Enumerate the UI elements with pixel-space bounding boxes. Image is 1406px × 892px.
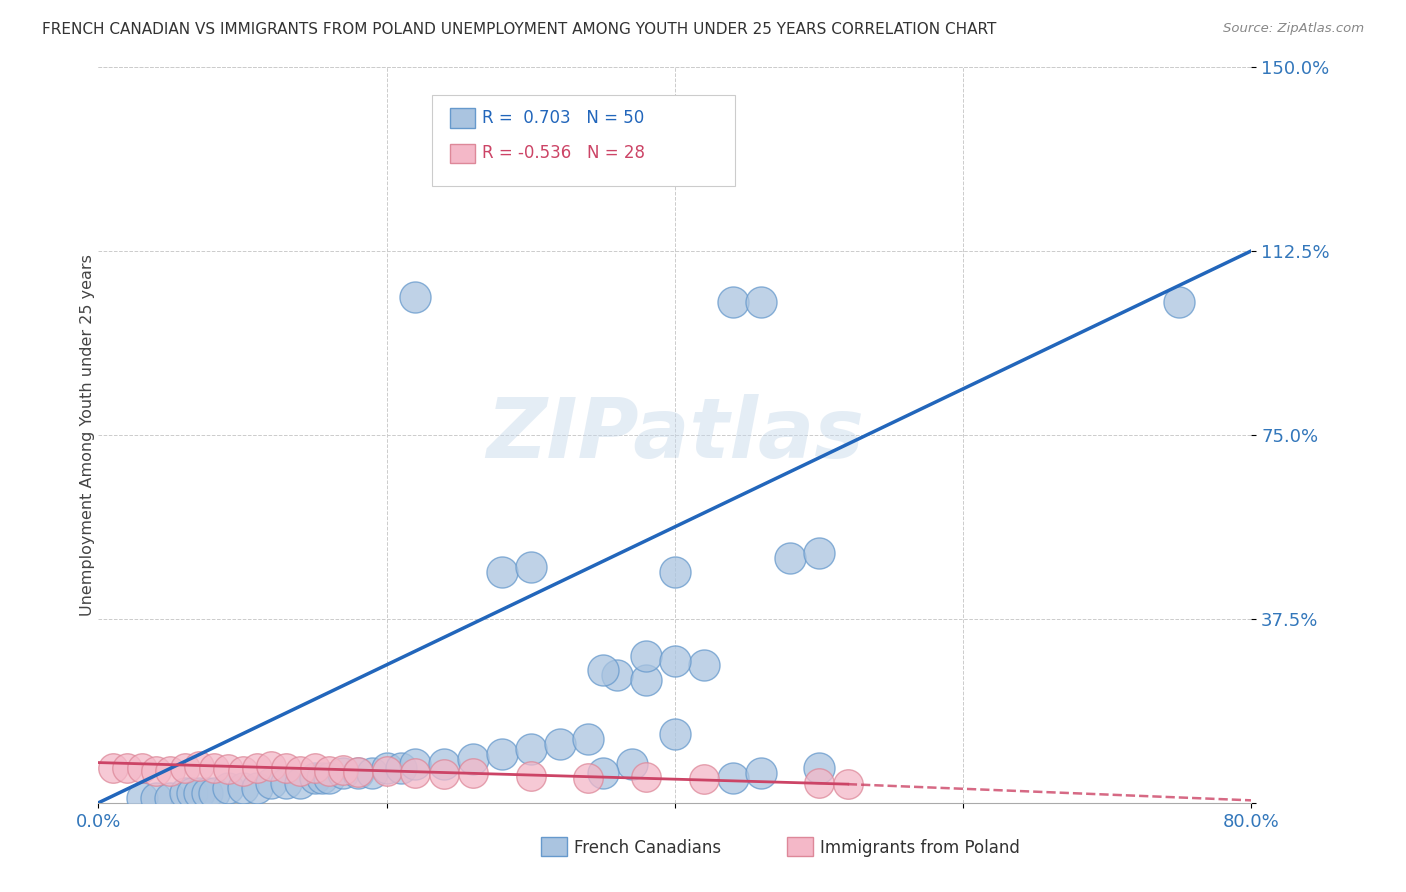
Point [721, 295, 744, 310]
Point [260, 759, 283, 773]
Point [311, 771, 333, 786]
Point [346, 765, 368, 780]
Point [520, 742, 543, 756]
Point [636, 648, 658, 663]
Point [332, 766, 354, 780]
Point [131, 791, 153, 805]
Text: ZIPatlas: ZIPatlas [486, 394, 863, 475]
Point [520, 560, 543, 574]
Point [433, 756, 456, 771]
Point [346, 766, 368, 780]
Point [751, 295, 773, 310]
Point [693, 658, 716, 673]
Point [664, 653, 686, 667]
Point [260, 776, 283, 790]
Point [159, 764, 181, 778]
Point [290, 776, 312, 790]
Point [721, 771, 744, 786]
Point [664, 727, 686, 741]
Point [188, 786, 211, 800]
Text: Immigrants from Poland: Immigrants from Poland [820, 839, 1019, 857]
Point [202, 762, 225, 776]
Point [664, 566, 686, 580]
Point [181, 786, 204, 800]
Point [290, 764, 312, 778]
Point [620, 756, 643, 771]
Point [131, 762, 153, 776]
Point [548, 737, 571, 751]
Point [808, 545, 831, 560]
Point [808, 762, 831, 776]
Point [808, 776, 831, 790]
Point [117, 762, 139, 776]
Point [246, 781, 269, 796]
Point [231, 781, 254, 796]
Point [274, 762, 297, 776]
Text: FRENCH CANADIAN VS IMMIGRANTS FROM POLAND UNEMPLOYMENT AMONG YOUTH UNDER 25 YEAR: FRENCH CANADIAN VS IMMIGRANTS FROM POLAN… [42, 22, 997, 37]
Text: Source: ZipAtlas.com: Source: ZipAtlas.com [1223, 22, 1364, 36]
Point [693, 772, 716, 787]
Point [461, 766, 484, 780]
Point [578, 731, 600, 746]
Point [389, 762, 412, 776]
Point [188, 759, 211, 773]
Point [375, 762, 398, 776]
Point [174, 786, 197, 800]
Point [332, 763, 354, 777]
Point [1168, 295, 1191, 310]
Point [274, 776, 297, 790]
Point [636, 673, 658, 688]
Point [202, 786, 225, 800]
Text: R =  0.703   N = 50: R = 0.703 N = 50 [482, 109, 644, 127]
Point [606, 668, 628, 682]
Point [592, 766, 614, 780]
Point [491, 566, 513, 580]
Point [520, 769, 543, 783]
Point [304, 771, 326, 786]
Point [751, 766, 773, 780]
Point [159, 791, 181, 805]
Point [491, 747, 513, 761]
Text: French Canadians: French Canadians [574, 839, 721, 857]
Text: R = -0.536   N = 28: R = -0.536 N = 28 [482, 145, 645, 162]
Point [304, 762, 326, 776]
Point [461, 751, 484, 765]
Point [101, 762, 124, 776]
Point [405, 756, 427, 771]
Point [145, 764, 167, 778]
Point [578, 771, 600, 786]
Point [231, 764, 254, 778]
Point [246, 762, 269, 776]
Point [779, 550, 801, 565]
Point [592, 664, 614, 678]
Point [405, 766, 427, 780]
Point [318, 771, 340, 786]
Point [405, 291, 427, 305]
Y-axis label: Unemployment Among Youth under 25 years: Unemployment Among Youth under 25 years [80, 254, 94, 615]
Point [217, 763, 239, 777]
Point [361, 766, 384, 780]
Point [318, 764, 340, 778]
Point [195, 786, 218, 800]
Point [837, 777, 859, 791]
Point [174, 762, 197, 776]
Point [636, 770, 658, 784]
Point [433, 767, 456, 781]
Point [375, 764, 398, 778]
Point [145, 791, 167, 805]
Point [217, 781, 239, 796]
